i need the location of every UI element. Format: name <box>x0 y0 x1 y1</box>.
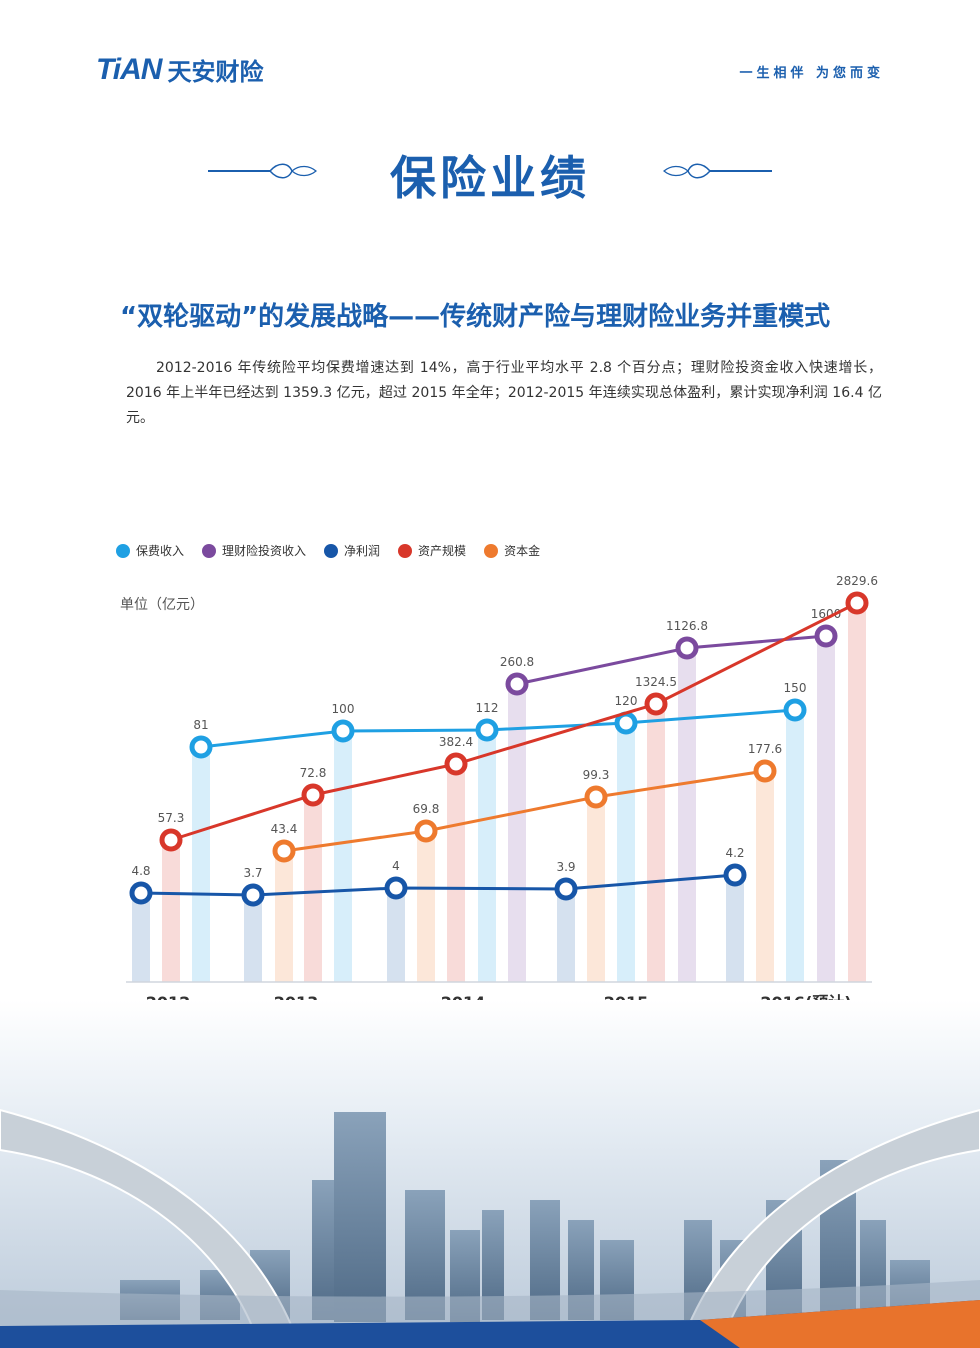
data-point-capital <box>753 759 777 783</box>
data-label-capital: 99.3 <box>583 768 610 782</box>
data-label-capital: 69.8 <box>413 802 440 816</box>
data-label-net_profit: 3.7 <box>243 866 262 880</box>
bar-assets <box>447 764 465 982</box>
bar-premium <box>334 731 352 982</box>
bar-premium <box>192 747 210 982</box>
data-label-premium: 112 <box>476 701 499 715</box>
data-point-investment <box>675 636 699 660</box>
data-label-net_profit: 4 <box>392 859 400 873</box>
legend-item-assets: 资产规模 <box>398 542 466 559</box>
data-label-net_profit: 4.8 <box>131 864 150 878</box>
data-point-premium <box>783 698 807 722</box>
legend-item-capital: 资本金 <box>484 542 540 559</box>
data-label-assets: 57.3 <box>158 811 185 825</box>
series-line-capital <box>283 769 766 853</box>
performance-chart: 81 100 112 120 150 260.8 1126.8 1600 4.8 3.7 4 3.9 4… <box>126 574 878 1012</box>
data-point-net_profit <box>384 876 408 900</box>
legend-dot <box>484 543 499 558</box>
chart-unit-label: 单位（亿元） <box>120 597 204 613</box>
page-title: 保险业绩 <box>390 151 590 205</box>
legend-label: 资本金 <box>504 544 541 558</box>
data-point-net_profit <box>554 877 578 901</box>
data-label-premium: 120 <box>615 694 638 708</box>
data-label-assets: 2829.6 <box>836 574 878 588</box>
bar-net_profit <box>726 875 744 982</box>
data-label-net_profit: 4.2 <box>725 846 744 860</box>
legend-label: 保费收入 <box>136 544 185 558</box>
legend-item-investment: 理财险投资收入 <box>202 542 306 559</box>
bar-investment <box>678 648 696 982</box>
legend-label: 净利润 <box>344 544 381 558</box>
legend-dot <box>324 543 339 558</box>
data-label-capital: 43.4 <box>271 822 298 836</box>
data-point-net_profit <box>129 881 153 905</box>
data-point-assets <box>301 783 325 807</box>
section-subtitle: “双轮驱动”的发展战略——传统财产险与理财险业务并重模式 <box>120 302 831 332</box>
logo-mark: TiAN <box>96 52 162 86</box>
data-point-assets <box>644 692 668 716</box>
chart-legend: 保费收入 理财险投资收入 净利润 资产规模 资本金 <box>116 542 540 559</box>
legend-item-premium: 保费收入 <box>116 542 184 559</box>
bar-net_profit <box>557 889 575 982</box>
data-label-investment: 1126.8 <box>666 619 708 633</box>
data-point-investment <box>505 672 529 696</box>
data-point-assets <box>444 752 468 776</box>
bar-capital <box>587 797 605 982</box>
data-label-investment: 260.8 <box>500 655 534 669</box>
bar-premium <box>478 730 496 982</box>
data-label-premium: 150 <box>784 681 807 695</box>
data-point-capital <box>584 785 608 809</box>
data-label-net_profit: 3.9 <box>556 860 575 874</box>
data-point-investment <box>814 624 838 648</box>
bar-capital <box>417 831 435 982</box>
data-point-net_profit <box>723 863 747 887</box>
data-point-premium <box>475 718 499 742</box>
data-point-premium <box>189 735 213 759</box>
city-skyline-image <box>0 1000 980 1348</box>
bar-capital <box>275 851 293 982</box>
data-label-investment: 1600 <box>811 607 842 621</box>
data-point-assets <box>159 828 183 852</box>
bar-assets <box>647 704 665 982</box>
legend-label: 资产规模 <box>418 544 467 558</box>
slogan: 一生相伴 为您而变 <box>739 66 884 81</box>
data-point-net_profit <box>241 883 265 907</box>
bar-assets <box>304 795 322 982</box>
logo: TiAN 天安财险 <box>96 52 263 87</box>
data-label-assets: 382.4 <box>439 735 473 749</box>
data-point-assets <box>845 591 869 615</box>
bar-premium <box>617 723 635 982</box>
bar-net_profit <box>132 893 150 982</box>
title-ornament-right <box>663 163 772 179</box>
bar-net_profit <box>387 888 405 982</box>
data-point-capital <box>414 819 438 843</box>
summary-paragraph: 2012-2016 年传统险平均保费增速达到 14%，高于行业平均水平 2.8 … <box>126 360 882 426</box>
bar-assets <box>162 840 180 982</box>
bar-investment <box>508 684 526 982</box>
data-label-premium: 100 <box>332 702 355 716</box>
data-label-capital: 177.6 <box>748 742 782 756</box>
title-ornament-left <box>208 163 317 179</box>
legend-label: 理财险投资收入 <box>222 544 307 558</box>
logo-name: 天安财险 <box>167 58 264 86</box>
bar-assets <box>848 603 866 982</box>
data-label-assets: 72.8 <box>300 766 327 780</box>
legend-dot <box>398 543 413 558</box>
series-line-net_profit <box>140 873 736 897</box>
bar-premium <box>786 710 804 982</box>
legend-dot <box>116 543 130 558</box>
legend-item-net-profit: 净利润 <box>324 542 380 559</box>
data-label-assets: 1324.5 <box>635 675 677 689</box>
bar-capital <box>756 771 774 982</box>
bar-investment <box>817 636 835 982</box>
bar-net_profit <box>244 895 262 982</box>
data-point-premium <box>331 719 355 743</box>
data-point-premium <box>614 711 638 735</box>
legend-dot <box>202 543 217 558</box>
data-label-premium: 81 <box>193 718 208 732</box>
data-point-capital <box>272 839 296 863</box>
